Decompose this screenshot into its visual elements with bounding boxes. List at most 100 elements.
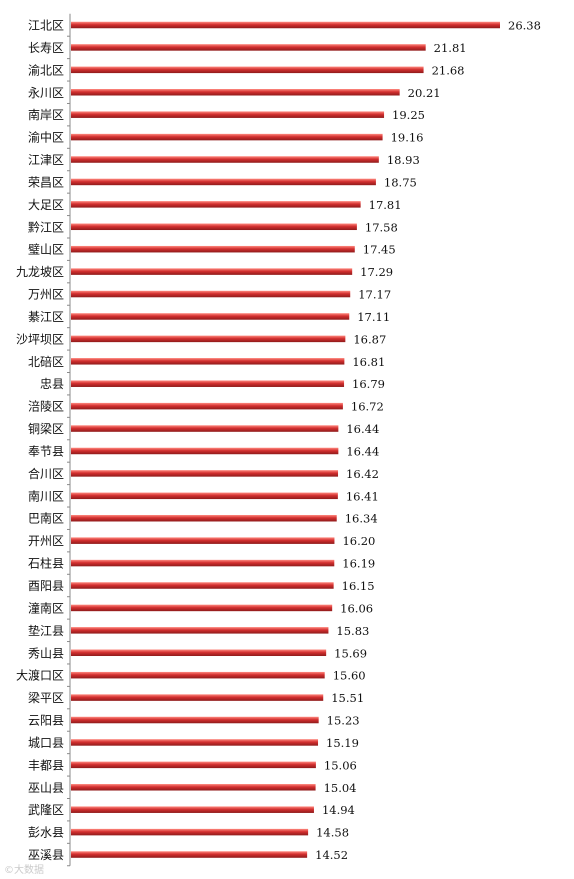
bar bbox=[71, 470, 339, 477]
bar bbox=[71, 627, 329, 634]
bar bbox=[71, 761, 316, 769]
category-label: 长寿区 bbox=[28, 41, 64, 55]
bar bbox=[71, 245, 355, 253]
category-label: 垫江县 bbox=[28, 623, 64, 638]
value-label: 17.11 bbox=[357, 310, 390, 324]
category-label: 江北区 bbox=[28, 19, 64, 33]
bar bbox=[71, 89, 400, 96]
value-label: 17.29 bbox=[360, 265, 393, 279]
category-label: 铜梁区 bbox=[28, 421, 64, 436]
category-label: 巴南区 bbox=[28, 511, 64, 526]
value-label: 14.52 bbox=[315, 848, 348, 862]
category-label: 秀山县 bbox=[28, 646, 64, 660]
value-label: 14.94 bbox=[322, 803, 355, 817]
watermark: ©大数据 bbox=[4, 865, 44, 876]
value-label: 21.81 bbox=[434, 41, 467, 55]
category-label: 黔江区 bbox=[28, 219, 64, 234]
category-label: 南川区 bbox=[28, 488, 64, 503]
category-label: 开州区 bbox=[28, 534, 64, 548]
value-label: 17.81 bbox=[369, 198, 402, 212]
category-label: 石柱县 bbox=[28, 556, 64, 571]
category-label: 北碚区 bbox=[28, 354, 64, 369]
bar bbox=[71, 537, 335, 544]
bar bbox=[71, 380, 345, 387]
value-label: 20.21 bbox=[408, 86, 441, 100]
value-label: 16.42 bbox=[346, 467, 379, 481]
bar bbox=[71, 111, 385, 118]
category-label: 沙坪坝区 bbox=[16, 332, 64, 346]
bar bbox=[71, 402, 343, 410]
bar bbox=[71, 178, 376, 186]
value-label: 26.38 bbox=[508, 19, 541, 33]
value-label: 16.44 bbox=[346, 444, 379, 458]
bar bbox=[71, 582, 334, 589]
bar bbox=[71, 425, 339, 432]
category-label: 武隆区 bbox=[28, 802, 64, 817]
category-label: 渝中区 bbox=[28, 130, 64, 145]
value-label: 21.68 bbox=[432, 63, 465, 77]
value-label: 17.58 bbox=[365, 220, 398, 234]
bar bbox=[71, 313, 350, 320]
value-label: 17.17 bbox=[358, 288, 391, 302]
category-label: 荣昌区 bbox=[28, 175, 64, 189]
bar bbox=[71, 784, 316, 791]
value-label: 15.04 bbox=[324, 781, 357, 795]
bar bbox=[71, 828, 309, 836]
value-label: 16.44 bbox=[346, 422, 379, 436]
value-label: 17.45 bbox=[363, 243, 396, 257]
bar bbox=[71, 156, 379, 163]
bar bbox=[71, 268, 353, 275]
value-label: 16.20 bbox=[342, 534, 375, 548]
bar bbox=[71, 671, 325, 679]
value-label: 16.79 bbox=[352, 377, 385, 391]
category-label: 巫溪县 bbox=[28, 848, 64, 862]
category-label: 九龙坡区 bbox=[16, 265, 64, 279]
category-label: 忠县 bbox=[40, 377, 64, 391]
bar bbox=[71, 851, 308, 858]
value-label: 16.87 bbox=[353, 332, 386, 346]
category-label: 酉阳县 bbox=[28, 579, 64, 593]
bar bbox=[71, 694, 324, 701]
category-label: 合川区 bbox=[28, 466, 64, 481]
value-label: 16.34 bbox=[345, 512, 378, 526]
category-label: 涪陵区 bbox=[28, 399, 64, 414]
value-label: 16.19 bbox=[342, 557, 375, 571]
category-label: 江津区 bbox=[28, 153, 64, 167]
bar bbox=[71, 223, 357, 231]
bar bbox=[71, 739, 319, 746]
category-label: 永川区 bbox=[28, 86, 64, 100]
value-label: 18.93 bbox=[387, 153, 420, 167]
value-label: 19.25 bbox=[392, 108, 425, 122]
category-label: 丰都县 bbox=[28, 758, 64, 772]
category-label: 彭水县 bbox=[28, 826, 64, 840]
category-label: 綦江区 bbox=[28, 310, 64, 324]
value-label: 16.06 bbox=[340, 601, 373, 615]
category-label: 万州区 bbox=[28, 288, 64, 302]
category-label: 大渡口区 bbox=[16, 668, 64, 683]
category-label: 巫山县 bbox=[28, 781, 64, 795]
bar bbox=[71, 358, 345, 365]
bar bbox=[71, 649, 327, 657]
value-label: 16.72 bbox=[351, 400, 384, 414]
bar bbox=[71, 514, 337, 522]
bar bbox=[71, 604, 333, 612]
value-label: 18.75 bbox=[384, 175, 417, 189]
value-label: 16.15 bbox=[342, 579, 375, 593]
value-label: 19.16 bbox=[391, 131, 424, 145]
value-label: 16.41 bbox=[346, 489, 379, 503]
category-label: 渝北区 bbox=[28, 62, 64, 77]
value-label: 14.58 bbox=[316, 826, 349, 840]
value-label: 15.60 bbox=[333, 669, 366, 683]
category-label: 南岸区 bbox=[28, 107, 64, 122]
bar bbox=[71, 290, 351, 298]
bar bbox=[71, 66, 424, 74]
value-label: 15.19 bbox=[326, 736, 359, 750]
category-label: 潼南区 bbox=[28, 600, 64, 615]
bar bbox=[71, 44, 426, 51]
category-label: 云阳县 bbox=[28, 714, 64, 728]
value-label: 16.81 bbox=[352, 355, 385, 369]
bar bbox=[71, 716, 319, 724]
value-label: 15.06 bbox=[324, 758, 357, 772]
